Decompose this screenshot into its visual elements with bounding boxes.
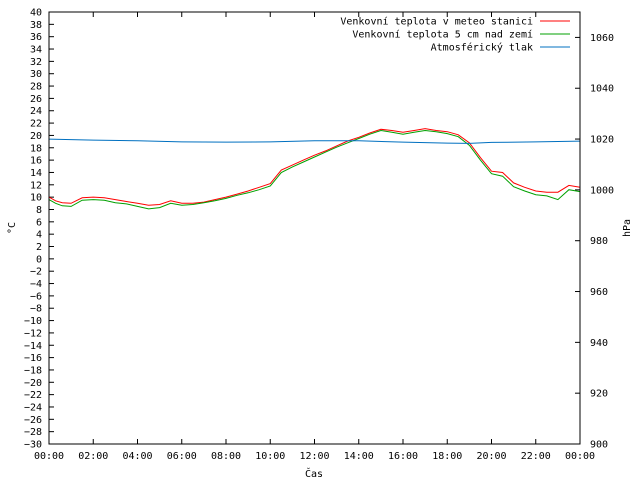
x-tick-label: 04:00 <box>122 451 152 462</box>
x-tick-label: 08:00 <box>211 451 241 462</box>
y-tick-label-left: −16 <box>24 353 42 364</box>
y-tick-label-right: 980 <box>590 236 608 247</box>
y-tick-label-left: −22 <box>24 390 42 401</box>
y-tick-label-left: −18 <box>24 365 42 376</box>
legend-label-3: Atmosférický tlak <box>431 42 533 54</box>
y-tick-label-right: 1060 <box>590 33 614 44</box>
x-tick-label: 20:00 <box>476 451 506 462</box>
y-tick-label-left: 32 <box>30 57 42 68</box>
x-tick-label: 00:00 <box>34 451 64 462</box>
legend: Venkovní teplota v meteo staniciVenkovní… <box>340 16 570 54</box>
plot-frame <box>48 11 581 445</box>
y-tick-label-left: 16 <box>30 156 42 167</box>
y-tick-label-left: 38 <box>30 20 42 31</box>
y-tick-label-left: −12 <box>24 328 42 339</box>
y-tick-label-left: −8 <box>30 304 42 315</box>
y-tick-label-left: 18 <box>30 143 42 154</box>
y-tick-label-left: 24 <box>30 106 42 117</box>
y-tick-label-left: 22 <box>30 119 42 130</box>
ticks-layer: −30−28−26−24−22−20−18−16−14−12−10−8−6−4−… <box>24 8 614 463</box>
y-tick-label-right: 920 <box>590 389 608 400</box>
y-tick-label-left: 12 <box>30 180 42 191</box>
x-axis-title: Čas <box>305 467 323 480</box>
series-line-1 <box>48 128 581 206</box>
y-axis-title-left: °C <box>7 222 18 234</box>
y-tick-label-left: 30 <box>30 69 42 80</box>
legend-label-1: Venkovní teplota v meteo stanici <box>340 16 533 28</box>
y-tick-label-left: −28 <box>24 427 42 438</box>
y-axis-title-right: hPa <box>622 219 633 237</box>
x-tick-label: 10:00 <box>255 451 285 462</box>
y-tick-label-left: 2 <box>36 242 42 253</box>
y-tick-label-left: −24 <box>24 402 42 413</box>
x-tick-label: 22:00 <box>521 451 551 462</box>
x-tick-label: 12:00 <box>299 451 329 462</box>
y-tick-label-left: 8 <box>36 205 42 216</box>
y-tick-label-left: −26 <box>24 415 42 426</box>
series-line-3 <box>48 138 581 144</box>
y-tick-label-left: −10 <box>24 316 42 327</box>
x-tick-label: 02:00 <box>78 451 108 462</box>
y-tick-label-left: −2 <box>30 267 42 278</box>
y-tick-label-right: 1020 <box>590 135 614 146</box>
legend-label-2: Venkovní teplota 5 cm nad zemí <box>352 29 533 41</box>
y-tick-label-left: 10 <box>30 193 42 204</box>
y-tick-label-left: 0 <box>36 254 42 265</box>
y-tick-label-left: −6 <box>30 291 42 302</box>
y-tick-label-left: 36 <box>30 32 42 43</box>
series-layer <box>48 128 581 210</box>
y-tick-label-left: 40 <box>30 8 42 19</box>
y-tick-label-left: −4 <box>30 279 42 290</box>
y-tick-label-right: 960 <box>590 287 608 298</box>
y-tick-label-left: 20 <box>30 131 42 142</box>
y-tick-label-left: 28 <box>30 82 42 93</box>
y-tick-label-left: −14 <box>24 341 42 352</box>
y-tick-label-left: 26 <box>30 94 42 105</box>
y-tick-label-left: −20 <box>24 378 42 389</box>
x-tick-label: 16:00 <box>388 451 418 462</box>
y-tick-label-right: 900 <box>590 440 608 451</box>
series-line-2 <box>48 129 581 210</box>
y-tick-label-right: 940 <box>590 338 608 349</box>
y-tick-label-right: 1040 <box>590 84 614 95</box>
y-tick-label-right: 1000 <box>590 185 614 196</box>
x-tick-label: 18:00 <box>432 451 462 462</box>
y-tick-label-left: 6 <box>36 217 42 228</box>
x-tick-label: 00:00 <box>565 451 595 462</box>
y-tick-label-left: 14 <box>30 168 42 179</box>
y-tick-label-left: 4 <box>36 230 42 241</box>
x-tick-label: 06:00 <box>167 451 197 462</box>
y-tick-label-left: 34 <box>30 45 42 56</box>
y-tick-label-left: −30 <box>24 440 42 451</box>
x-tick-label: 14:00 <box>344 451 374 462</box>
